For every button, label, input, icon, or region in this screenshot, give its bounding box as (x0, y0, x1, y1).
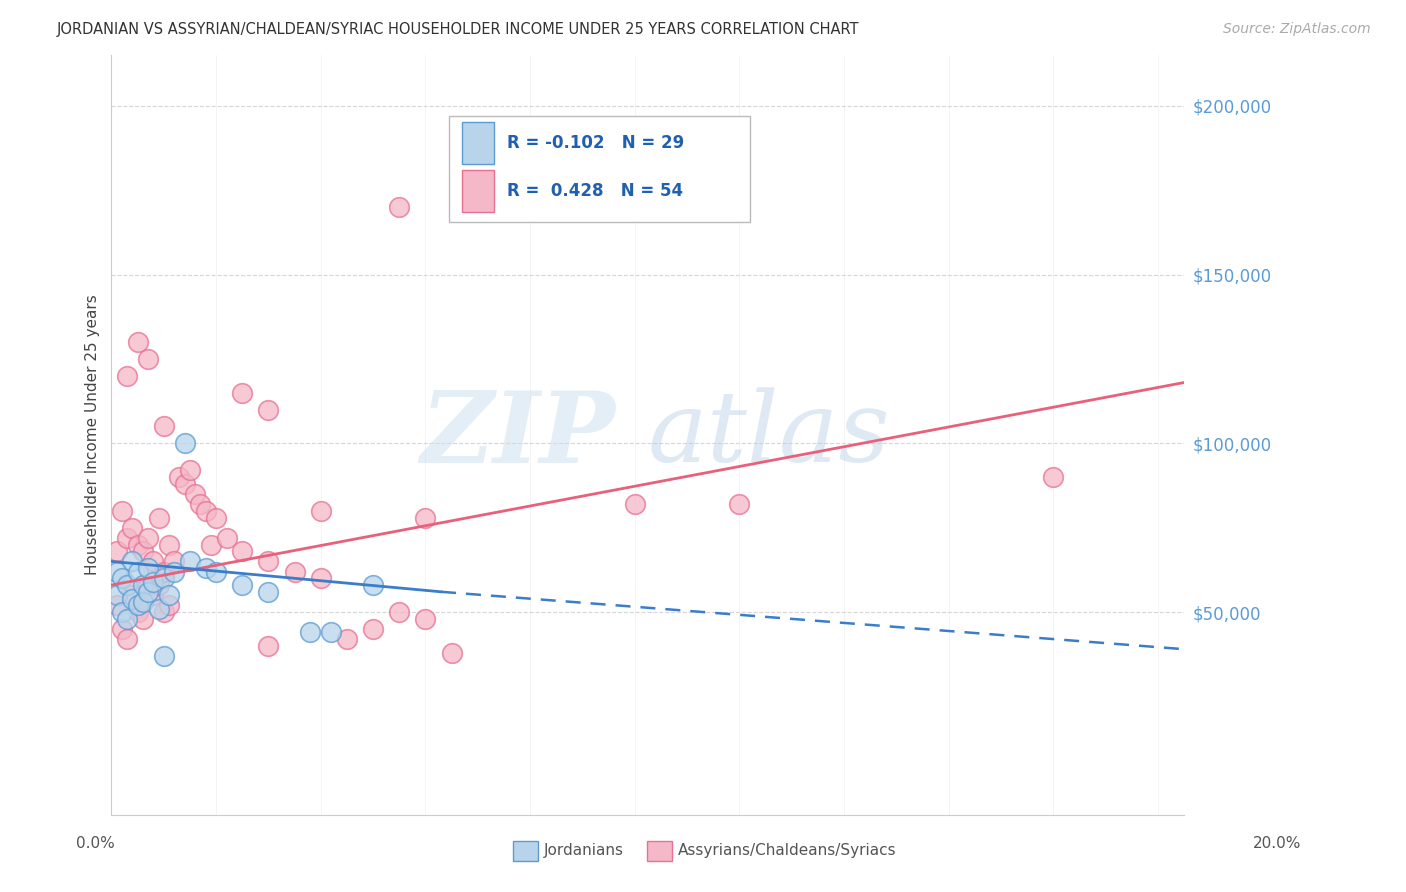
Point (148, 578, 170, 592)
Point (283, 565, 305, 579)
Point (440, 646, 463, 660)
Point (111, 504, 134, 518)
Point (336, 632, 359, 646)
Point (257, 639, 280, 653)
Point (179, 463, 201, 477)
Point (415, 510, 437, 524)
Point (152, 571, 174, 585)
Point (152, 648, 174, 663)
Point (184, 487, 207, 501)
Point (148, 601, 170, 615)
Point (152, 605, 174, 619)
Point (200, 537, 222, 551)
Point (215, 531, 238, 545)
Point (231, 544, 253, 558)
Point (136, 584, 159, 599)
Point (157, 599, 180, 613)
Text: Source: ZipAtlas.com: Source: ZipAtlas.com (1223, 22, 1371, 37)
Point (127, 334, 149, 349)
Point (142, 554, 165, 568)
Point (136, 531, 159, 545)
Point (105, 588, 128, 602)
Point (111, 622, 134, 636)
FancyBboxPatch shape (450, 116, 749, 222)
Point (388, 200, 411, 214)
Text: 0.0%: 0.0% (76, 836, 115, 851)
Point (157, 537, 180, 551)
Point (163, 565, 186, 579)
Y-axis label: Householder Income Under 25 years: Householder Income Under 25 years (86, 294, 100, 575)
Point (136, 561, 159, 575)
Point (115, 531, 138, 545)
Point (169, 470, 191, 484)
Point (142, 574, 165, 589)
Point (257, 554, 280, 568)
Point (115, 578, 138, 592)
Point (415, 612, 437, 626)
Text: JORDANIAN VS ASSYRIAN/CHALDEAN/SYRIAC HOUSEHOLDER INCOME UNDER 25 YEARS CORRELAT: JORDANIAN VS ASSYRIAN/CHALDEAN/SYRIAC HO… (56, 22, 859, 37)
Point (111, 605, 134, 619)
Point (1042, 470, 1064, 484)
Point (136, 351, 159, 366)
Point (194, 504, 217, 518)
Point (231, 385, 253, 400)
Point (231, 578, 253, 592)
Point (121, 521, 143, 535)
Point (132, 544, 155, 558)
Point (105, 565, 128, 579)
Point (142, 588, 165, 602)
Point (190, 497, 212, 511)
Point (121, 591, 143, 606)
Point (105, 599, 128, 613)
Point (309, 504, 332, 518)
Point (194, 561, 217, 575)
Point (121, 588, 143, 602)
Point (105, 544, 128, 558)
Point (728, 497, 751, 511)
Text: atlas: atlas (648, 387, 890, 483)
Point (205, 565, 228, 579)
Point (309, 571, 332, 585)
Text: Jordanians: Jordanians (544, 844, 624, 858)
Point (152, 419, 174, 434)
Point (257, 584, 280, 599)
Point (163, 554, 186, 568)
Point (173, 476, 195, 491)
Point (121, 554, 143, 568)
FancyBboxPatch shape (463, 169, 495, 211)
Point (111, 571, 134, 585)
Point (115, 612, 138, 626)
Point (321, 625, 343, 640)
Point (132, 612, 155, 626)
Point (127, 565, 149, 579)
Point (623, 497, 645, 511)
Point (148, 510, 170, 524)
Point (127, 599, 149, 613)
Point (361, 578, 384, 592)
Text: R =  0.428   N = 54: R = 0.428 N = 54 (508, 182, 683, 200)
Point (132, 578, 155, 592)
Point (115, 632, 138, 646)
Text: Assyrians/Chaldeans/Syriacs: Assyrians/Chaldeans/Syriacs (678, 844, 896, 858)
Point (257, 402, 280, 417)
Point (388, 605, 411, 619)
Point (173, 436, 195, 450)
Point (205, 510, 228, 524)
FancyBboxPatch shape (463, 122, 495, 164)
Point (136, 578, 159, 592)
Text: R = -0.102   N = 29: R = -0.102 N = 29 (508, 134, 685, 152)
Point (115, 368, 138, 383)
Point (127, 605, 149, 619)
Point (157, 588, 180, 602)
Point (179, 554, 201, 568)
Point (132, 595, 155, 609)
Point (127, 537, 149, 551)
Point (361, 622, 384, 636)
Point (152, 565, 174, 579)
Text: 20.0%: 20.0% (1253, 836, 1301, 851)
Text: ZIP: ZIP (420, 386, 616, 483)
Point (299, 625, 322, 640)
